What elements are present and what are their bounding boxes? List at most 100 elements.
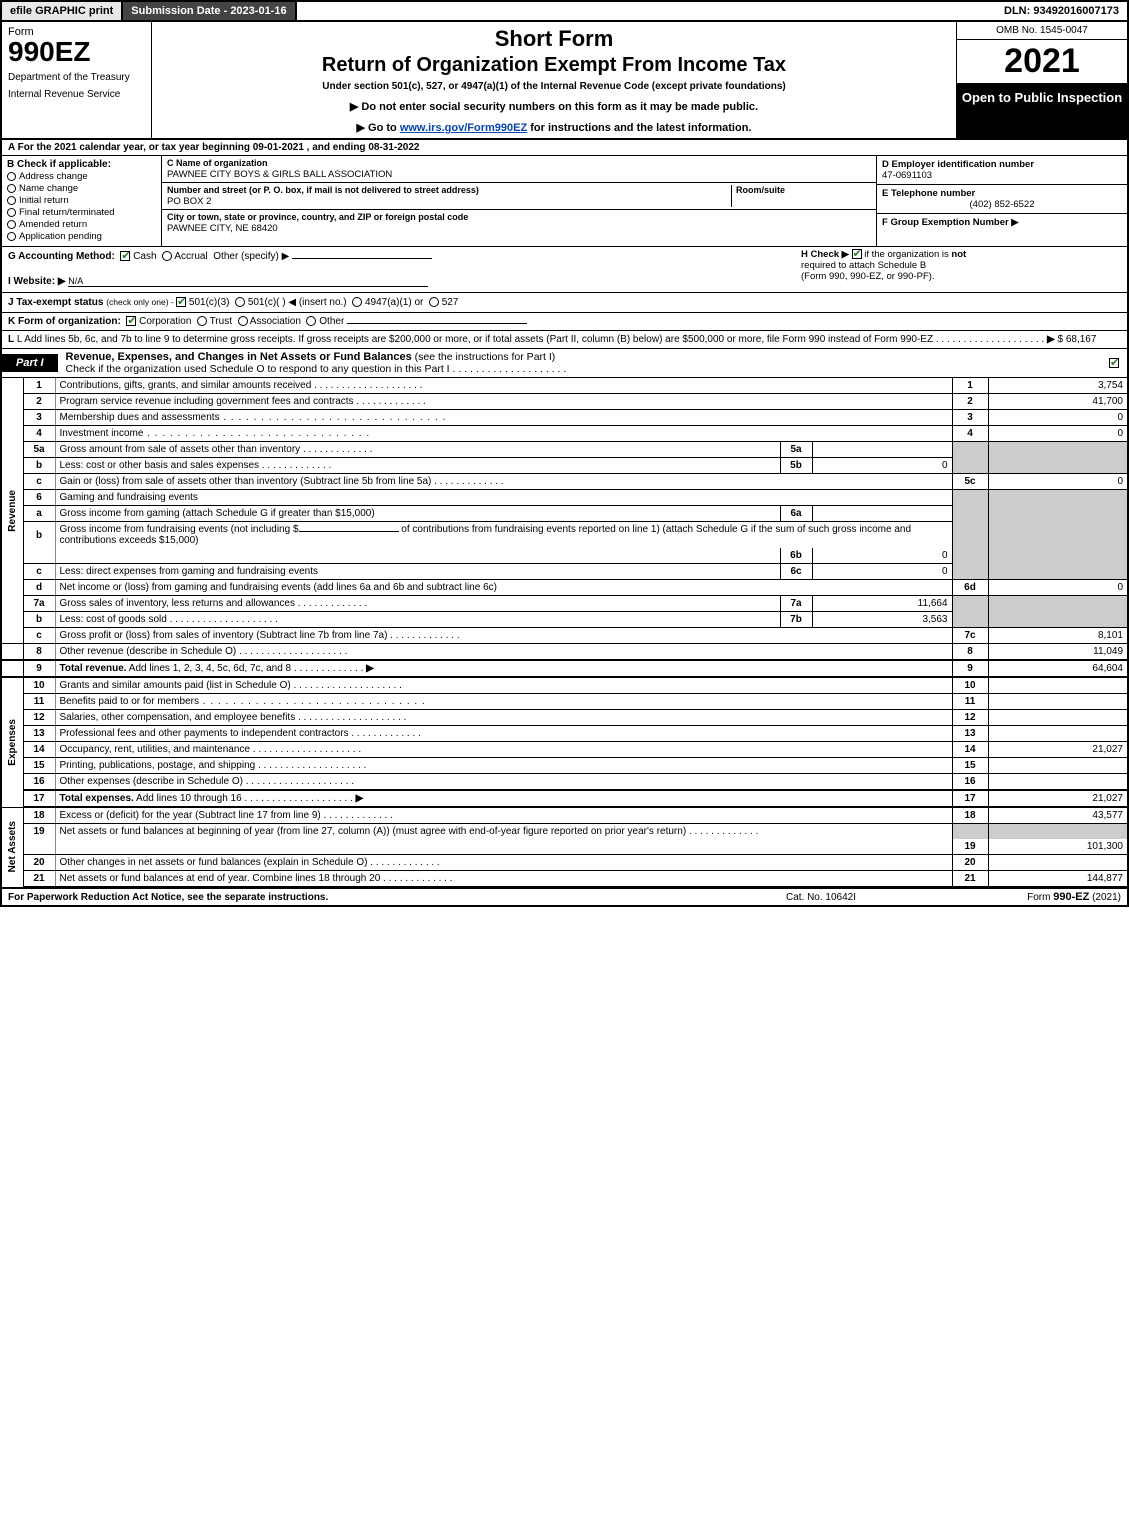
radio-accrual-icon[interactable] <box>162 251 172 261</box>
line-box: 16 <box>952 774 988 791</box>
checkbox-h-icon[interactable] <box>852 249 862 259</box>
line-num: 11 <box>23 694 55 710</box>
line-val: 0 <box>988 426 1128 442</box>
dots-icon <box>167 614 278 625</box>
room-block: Room/suite <box>731 185 871 207</box>
chk-label: Application pending <box>19 231 102 242</box>
shade-val <box>988 490 1128 580</box>
sub-val: 3,563 <box>812 612 952 628</box>
dots-icon <box>250 744 361 755</box>
blank-line <box>299 531 399 532</box>
phone-value: (402) 852-6522 <box>882 199 1122 210</box>
radio-trust-icon[interactable] <box>197 316 207 326</box>
radio-527-icon[interactable] <box>429 297 439 307</box>
chk-address-change[interactable]: Address change <box>7 171 156 182</box>
checkbox-icon <box>7 196 16 205</box>
dots-icon <box>311 380 422 391</box>
line-num: 19 <box>23 824 55 840</box>
line-box: 4 <box>952 426 988 442</box>
dots-icon <box>450 363 567 375</box>
line-num: 12 <box>23 710 55 726</box>
line-num: 15 <box>23 758 55 774</box>
submission-date: Submission Date - 2023-01-16 <box>123 2 296 20</box>
chk-amended-return[interactable]: Amended return <box>7 219 156 230</box>
d-label: D Employer identification number <box>882 159 1034 170</box>
form-header: Form 990EZ Department of the Treasury In… <box>0 22 1129 140</box>
line-5c: c Gain or (loss) from sale of assets oth… <box>1 474 1128 490</box>
arrow-icon: ▶ <box>356 793 364 804</box>
line-num-blank <box>23 839 55 855</box>
header-right: OMB No. 1545-0047 2021 Open to Public In… <box>957 22 1127 138</box>
dots-icon <box>387 630 459 641</box>
row-k-form-org: K Form of organization: Corporation Trus… <box>0 313 1129 331</box>
checkbox-corp-icon[interactable] <box>126 316 136 326</box>
line-box: 9 <box>952 660 988 677</box>
dept-irs: Internal Revenue Service <box>8 89 145 100</box>
line-num: 21 <box>23 871 55 888</box>
revenue-table: Revenue 1 Contributions, gifts, grants, … <box>0 378 1129 888</box>
header-left: Form 990EZ Department of the Treasury In… <box>2 22 152 138</box>
line-desc: Contributions, gifts, grants, and simila… <box>55 378 952 394</box>
sub-label: 5a <box>780 442 812 458</box>
h-line3: (Form 990, 990-EZ, or 990-PF). <box>801 271 935 282</box>
line-desc: Professional fees and other payments to … <box>55 726 952 742</box>
radio-other-icon[interactable] <box>306 316 316 326</box>
chk-final-return[interactable]: Final return/terminated <box>7 207 156 218</box>
dots-icon <box>686 826 758 837</box>
radio-4947-icon[interactable] <box>352 297 362 307</box>
chk-initial-return[interactable]: Initial return <box>7 195 156 206</box>
chk-application-pending[interactable]: Application pending <box>7 231 156 242</box>
line-box: 14 <box>952 742 988 758</box>
h-not: not <box>951 249 966 260</box>
l-text: L Add lines 5b, 6c, and 7b to line 9 to … <box>17 334 933 345</box>
line-num: c <box>23 628 55 644</box>
line-box: 11 <box>952 694 988 710</box>
line-num: 16 <box>23 774 55 791</box>
sub-label: 6c <box>780 564 812 580</box>
col-def: D Employer identification number 47-0691… <box>877 156 1127 246</box>
line-desc: Printing, publications, postage, and shi… <box>55 758 952 774</box>
line-desc: Gross income from fundraising events (no… <box>55 522 952 549</box>
line-box: 6d <box>952 580 988 596</box>
open-to-public: Open to Public Inspection <box>957 84 1127 138</box>
checkbox-501c3-icon[interactable] <box>176 297 186 307</box>
line-val <box>988 694 1128 710</box>
footer-right: Form 990-EZ (2021) <box>921 891 1121 903</box>
chk-name-change[interactable]: Name change <box>7 183 156 194</box>
arrow-line-2: ▶ Go to www.irs.gov/Form990EZ for instru… <box>160 121 948 134</box>
line-desc: Other changes in net assets or fund bala… <box>55 855 952 871</box>
arrow2-post: for instructions and the latest informat… <box>527 122 751 134</box>
return-title: Return of Organization Exempt From Incom… <box>160 54 948 77</box>
dots-icon <box>295 598 367 609</box>
radio-501c-icon[interactable] <box>235 297 245 307</box>
k-corp: Corporation <box>139 316 191 327</box>
checkbox-cash-icon[interactable] <box>120 251 130 261</box>
line-16: 16 Other expenses (describe in Schedule … <box>1 774 1128 791</box>
line-10: Expenses 10 Grants and similar amounts p… <box>1 677 1128 694</box>
line-desc: Salaries, other compensation, and employ… <box>55 710 952 726</box>
shade-box <box>952 442 988 474</box>
line-desc: Less: direct expenses from gaming and fu… <box>55 564 780 580</box>
footer-right-bold: 990-EZ <box>1053 891 1089 903</box>
irs-link[interactable]: www.irs.gov/Form990EZ <box>400 122 527 134</box>
arrow-icon: ▶ <box>1047 334 1055 345</box>
line-val: 0 <box>988 474 1128 490</box>
j-pre: J Tax-exempt status <box>8 297 106 308</box>
line-box: 10 <box>952 677 988 694</box>
part-1-check[interactable] <box>1101 357 1127 369</box>
radio-assoc-icon[interactable] <box>238 316 248 326</box>
dots-icon <box>380 873 452 884</box>
line-desc: Benefits paid to or for members <box>55 694 952 710</box>
line-val <box>988 774 1128 791</box>
line-21: 21 Net assets or fund balances at end of… <box>1 871 1128 888</box>
shade-box <box>952 490 988 580</box>
arrow-icon: ▶ <box>366 663 374 674</box>
line-num: 5a <box>23 442 55 458</box>
h-pre: H Check ▶ <box>801 249 852 260</box>
line-val <box>988 855 1128 871</box>
footer-cat-no: Cat. No. 10642I <box>721 892 921 903</box>
topbar-spacer <box>297 2 996 20</box>
h-post: if the organization is <box>862 249 952 260</box>
efile-graphic-print[interactable]: efile GRAPHIC print <box>2 2 123 20</box>
line-desc: Gross income from gaming (attach Schedul… <box>55 506 780 522</box>
